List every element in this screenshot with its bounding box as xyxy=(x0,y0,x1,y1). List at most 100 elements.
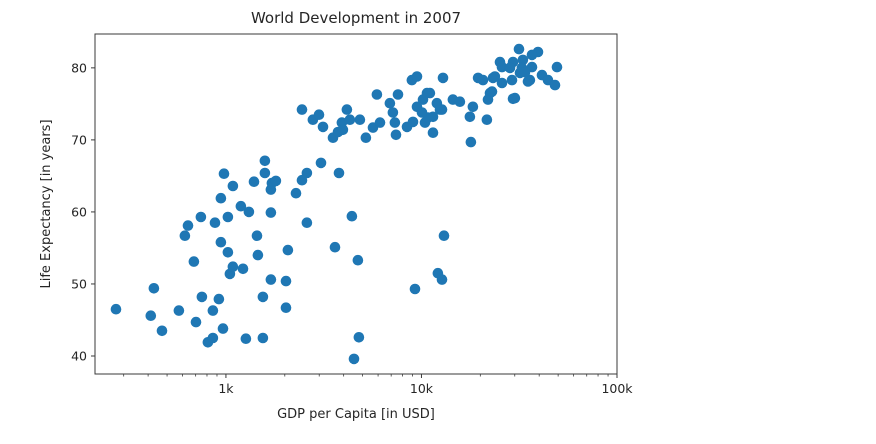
data-point xyxy=(466,137,477,148)
data-point xyxy=(520,67,531,78)
data-point xyxy=(465,112,476,123)
data-point xyxy=(283,245,294,256)
data-point xyxy=(355,114,366,125)
data-point xyxy=(497,78,508,89)
data-point xyxy=(345,114,356,125)
data-point xyxy=(412,71,423,82)
data-point xyxy=(260,168,271,179)
data-point xyxy=(388,107,399,118)
data-point xyxy=(393,89,404,100)
data-point xyxy=(488,73,499,84)
data-point xyxy=(523,76,534,87)
data-point xyxy=(258,333,269,344)
data-point xyxy=(180,230,191,241)
data-point xyxy=(228,261,239,272)
data-point xyxy=(552,62,563,73)
data-point xyxy=(253,250,264,261)
data-point xyxy=(514,44,525,55)
data-point xyxy=(174,305,185,316)
data-point xyxy=(197,292,208,303)
data-point xyxy=(223,212,234,223)
chart-title: World Development in 2007 xyxy=(251,9,461,27)
data-point xyxy=(391,130,402,141)
data-point xyxy=(241,333,252,344)
data-point xyxy=(468,102,479,113)
data-point xyxy=(189,256,200,267)
data-point xyxy=(425,88,436,99)
data-point xyxy=(258,292,269,303)
data-point xyxy=(455,96,466,107)
data-point xyxy=(334,168,345,179)
data-point xyxy=(385,98,396,109)
data-point xyxy=(196,212,207,223)
data-point xyxy=(149,283,160,294)
data-point xyxy=(372,89,383,100)
data-point xyxy=(408,117,419,128)
data-point xyxy=(338,125,349,136)
data-point xyxy=(271,176,282,187)
data-point xyxy=(210,217,221,228)
data-point xyxy=(439,230,450,241)
data-point xyxy=(281,276,292,287)
data-point xyxy=(361,132,372,143)
data-point xyxy=(347,211,358,222)
x-tick-label: 10k xyxy=(410,381,434,396)
data-point xyxy=(316,158,327,169)
data-point xyxy=(266,207,277,218)
data-point xyxy=(223,247,234,258)
data-point xyxy=(550,80,561,91)
data-point xyxy=(297,104,308,115)
y-tick-label: 40 xyxy=(71,348,87,363)
data-point xyxy=(208,305,219,316)
data-point xyxy=(191,317,202,328)
data-point xyxy=(437,274,448,285)
y-tick-label: 50 xyxy=(71,276,87,291)
data-point xyxy=(417,107,428,118)
data-point xyxy=(527,50,538,61)
data-point xyxy=(244,207,255,218)
data-point xyxy=(216,193,227,204)
data-point xyxy=(208,333,219,344)
data-point xyxy=(260,156,271,167)
data-point xyxy=(330,242,341,253)
x-axis: 1k 10k 100k xyxy=(124,374,634,396)
data-point xyxy=(291,188,302,199)
data-point xyxy=(390,117,401,128)
data-point xyxy=(482,114,493,125)
data-point xyxy=(510,93,521,104)
data-point xyxy=(438,73,449,84)
x-tick-label: 1k xyxy=(218,381,234,396)
data-point xyxy=(428,127,439,138)
data-point xyxy=(342,104,353,115)
plot-frame xyxy=(95,34,617,374)
data-point xyxy=(478,75,489,86)
data-point xyxy=(218,323,229,334)
x-tick-label: 100k xyxy=(601,381,633,396)
data-point xyxy=(266,274,277,285)
y-axis: 40 50 60 70 80 xyxy=(71,60,95,363)
data-point xyxy=(238,264,249,275)
data-point xyxy=(505,63,516,74)
data-point xyxy=(228,181,239,192)
x-axis-title: GDP per Capita [in USD] xyxy=(277,407,435,422)
data-point xyxy=(410,284,421,295)
y-tick-label: 70 xyxy=(71,132,87,147)
data-point xyxy=(353,255,364,266)
data-point xyxy=(252,230,263,241)
data-point xyxy=(183,220,194,231)
data-point xyxy=(146,310,157,321)
y-tick-label: 80 xyxy=(71,60,87,75)
data-point xyxy=(375,117,386,128)
points-layer xyxy=(111,44,563,364)
data-point xyxy=(302,168,313,179)
data-point xyxy=(214,294,225,305)
y-tick-label: 60 xyxy=(71,204,87,219)
data-point xyxy=(219,168,230,179)
data-point xyxy=(216,237,227,248)
data-point xyxy=(435,104,446,115)
data-point xyxy=(349,354,360,365)
data-point xyxy=(314,109,325,120)
data-point xyxy=(249,176,260,187)
data-point xyxy=(281,302,292,313)
